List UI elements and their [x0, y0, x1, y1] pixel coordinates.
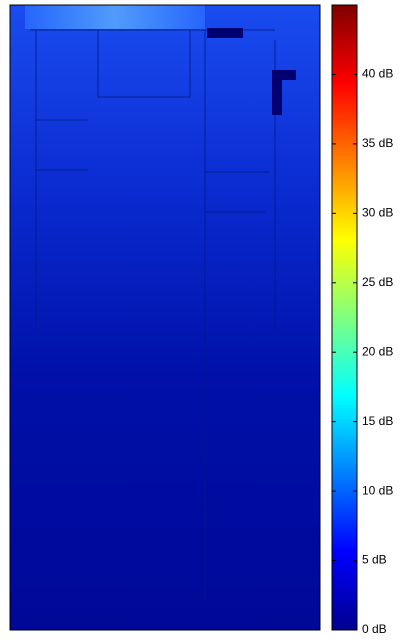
- colorbar-tick-label: 20 dB: [362, 344, 393, 358]
- heatmap-image: [9, 4, 321, 631]
- colorbar-tick-label: 35 dB: [362, 136, 393, 150]
- colorbar-tick-label: 25 dB: [362, 275, 393, 289]
- colorbar-tick-label: 0 dB: [362, 622, 387, 636]
- colorbar-tick-label: 30 dB: [362, 206, 393, 220]
- colorbar-tick-label: 10 dB: [362, 483, 393, 497]
- colorbar-tick-label: 5 dB: [362, 553, 387, 567]
- colorbar-tick-label: 40 dB: [362, 67, 393, 81]
- colorbar: [331, 4, 358, 631]
- colorbar-tick-label: 15 dB: [362, 414, 393, 428]
